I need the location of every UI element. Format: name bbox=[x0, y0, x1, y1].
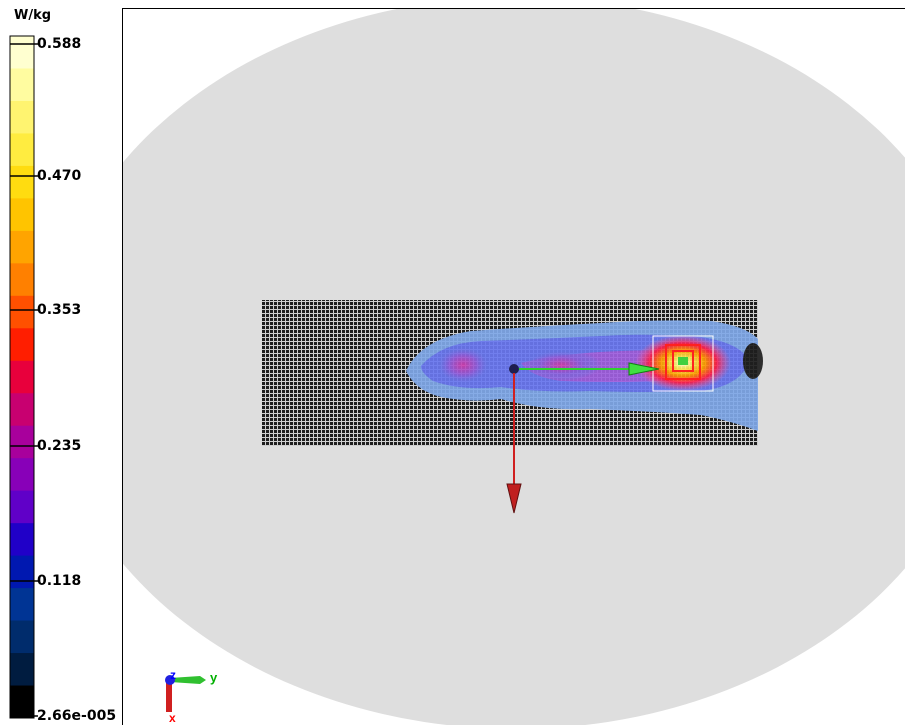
legend-swatch bbox=[10, 263, 34, 297]
legend-swatch bbox=[10, 425, 34, 459]
legend-swatch bbox=[10, 523, 34, 557]
legend-swatch bbox=[10, 653, 34, 687]
legend-tick-2: 0.470 bbox=[37, 168, 82, 184]
legend-swatch bbox=[10, 360, 34, 394]
color-legend: W/kg 0.588 0.470 0.353 0.235 0.118 2.66e… bbox=[0, 0, 122, 724]
legend-swatch bbox=[10, 555, 34, 589]
legend-swatch bbox=[10, 393, 34, 427]
sar-peak-left bbox=[435, 345, 491, 385]
sar-dark-tail bbox=[743, 343, 763, 379]
y-axis-arrowhead bbox=[628, 362, 660, 376]
legend-swatch bbox=[10, 133, 34, 167]
legend-tick-3: 0.353 bbox=[37, 302, 82, 318]
legend-swatch bbox=[10, 295, 34, 329]
orientation-triad: z y x bbox=[165, 668, 218, 724]
legend-swatch bbox=[10, 230, 34, 264]
legend-swatch bbox=[10, 36, 34, 69]
legend-colorbar bbox=[9, 35, 38, 719]
legend-swatch bbox=[10, 198, 34, 232]
triad-z-label: z bbox=[170, 668, 176, 682]
origin-marker bbox=[509, 364, 519, 374]
peak-cube-outer bbox=[665, 344, 701, 380]
peak-cube-inner bbox=[672, 350, 694, 372]
legend-swatch bbox=[10, 165, 34, 199]
legend-swatch bbox=[10, 620, 34, 654]
legend-tick-min: 2.66e-005 bbox=[37, 708, 117, 724]
legend-tick-max: 0.588 bbox=[37, 36, 82, 52]
legend-swatch bbox=[10, 328, 34, 362]
legend-border bbox=[9, 35, 35, 719]
triad-y-label: y bbox=[210, 670, 218, 685]
legend-swatch bbox=[10, 490, 34, 524]
sar-scene[interactable] bbox=[123, 9, 905, 725]
peak-marker bbox=[678, 357, 688, 365]
x-axis-arrowhead bbox=[506, 483, 522, 514]
legend-swatch bbox=[10, 68, 34, 102]
legend-tick-4: 0.235 bbox=[37, 438, 82, 454]
triad-x-label: x bbox=[169, 711, 176, 724]
legend-tick-5: 0.118 bbox=[37, 573, 82, 589]
triad-y-axis bbox=[170, 676, 206, 684]
legend-swatch bbox=[10, 588, 34, 622]
legend-swatch bbox=[10, 100, 34, 134]
legend-swatch bbox=[10, 685, 34, 719]
sar-peak-mid bbox=[521, 349, 601, 381]
legend-unit: W/kg bbox=[14, 8, 52, 23]
zoom-scan-frame bbox=[652, 335, 714, 392]
triad-z-axis bbox=[165, 675, 175, 685]
legend-swatch bbox=[10, 458, 34, 492]
triad-x-axis bbox=[166, 678, 172, 712]
3d-viewport[interactable] bbox=[122, 8, 905, 725]
